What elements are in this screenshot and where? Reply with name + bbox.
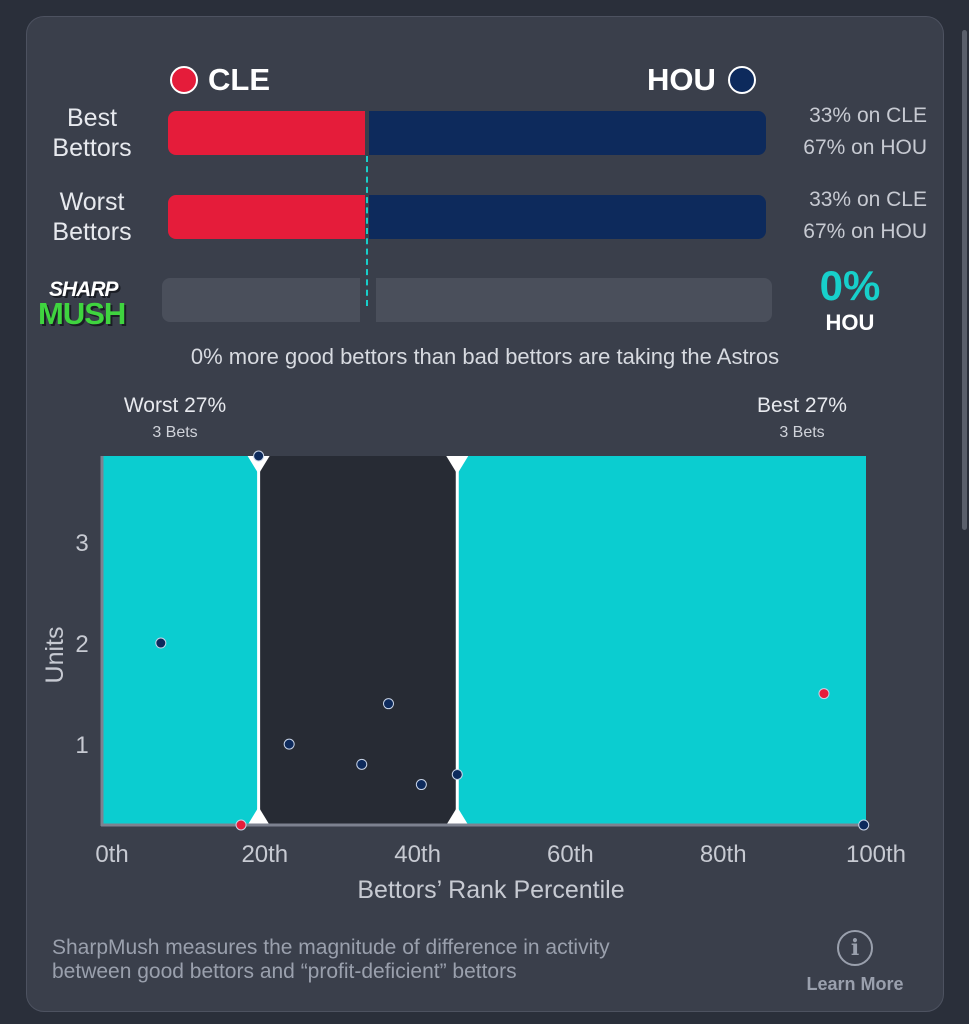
x-tick-label: 20th	[241, 841, 288, 868]
worst-bettors-label: Worst Bettors	[52, 188, 132, 246]
worst-zone-title: Worst 27%	[123, 394, 227, 417]
team-hou-header: HOU	[647, 62, 756, 98]
best-zone-count: 3 Bets	[779, 424, 825, 441]
cutoff-bottom-handle-0	[247, 807, 270, 825]
data-point-hou	[858, 819, 870, 831]
sharpmush-value: 0%	[819, 262, 881, 309]
data-point-cle	[818, 688, 830, 700]
x-tick-label: 60th	[547, 841, 594, 868]
worst-zone-count: 3 Bets	[152, 424, 198, 441]
worst-bettors-pct: 33% on CLE 67% on HOU	[803, 188, 927, 243]
best-bettors-bar	[168, 111, 766, 155]
x-tick-label: 80th	[700, 841, 747, 868]
shaded-region-0	[102, 456, 259, 825]
shaded-region-1	[457, 456, 866, 825]
sharpmush-team: HOU	[825, 310, 875, 335]
data-point-cle	[235, 819, 247, 831]
team-cle-label: CLE	[208, 62, 270, 97]
best-bettors-label: Best Bettors	[52, 104, 132, 162]
sharpmush-track	[162, 278, 772, 322]
worst-bettors-bar	[168, 195, 766, 239]
footer-description: SharpMush measures the magnitude of diff…	[52, 936, 610, 983]
data-point-hou	[253, 450, 265, 462]
y-axis-title: Units	[41, 627, 69, 684]
x-tick-label: 40th	[394, 841, 441, 868]
best-zone-title: Best 27%	[757, 394, 847, 417]
team-hou-label: HOU	[647, 62, 716, 97]
y-tick-label: 1	[75, 732, 88, 759]
data-point-hou	[383, 698, 394, 710]
summary-text: 0% more good bettors than bad bettors ar…	[190, 344, 780, 369]
y-tick-label: 2	[75, 631, 88, 658]
split-dashed-line	[366, 156, 368, 306]
data-point-hou	[415, 779, 427, 791]
sharpmush-logo: SHARP MUSH	[38, 278, 126, 331]
best-bettors-pct: 33% on CLE 67% on HOU	[803, 104, 927, 159]
cutoff-bottom-handle-1	[446, 807, 469, 825]
best-bettors-cle-segment	[168, 111, 366, 155]
x-tick-label: 0th	[95, 841, 128, 868]
cutoff-top-handle-1	[446, 456, 469, 474]
data-point-hou	[283, 738, 295, 750]
data-point-hou	[155, 637, 167, 649]
worst-bettors-cle-segment	[168, 195, 366, 239]
cutoff-top-handle-0	[247, 456, 270, 474]
x-tick-label: 100th	[846, 841, 906, 868]
team-cle-header: CLE	[170, 62, 270, 98]
worst-bettors-hou-segment	[369, 195, 766, 239]
best-bettors-hou-segment	[369, 111, 766, 155]
cle-dot-icon	[170, 66, 198, 94]
info-icon: i	[837, 930, 873, 966]
scrollbar[interactable]	[962, 30, 967, 530]
x-axis-title: Bettors’ Rank Percentile	[357, 876, 624, 904]
data-point-hou	[356, 758, 368, 770]
hou-dot-icon	[727, 66, 756, 94]
learn-more-button[interactable]: i Learn More	[800, 930, 910, 995]
y-tick-label: 3	[75, 530, 88, 557]
data-point-hou	[451, 768, 463, 780]
